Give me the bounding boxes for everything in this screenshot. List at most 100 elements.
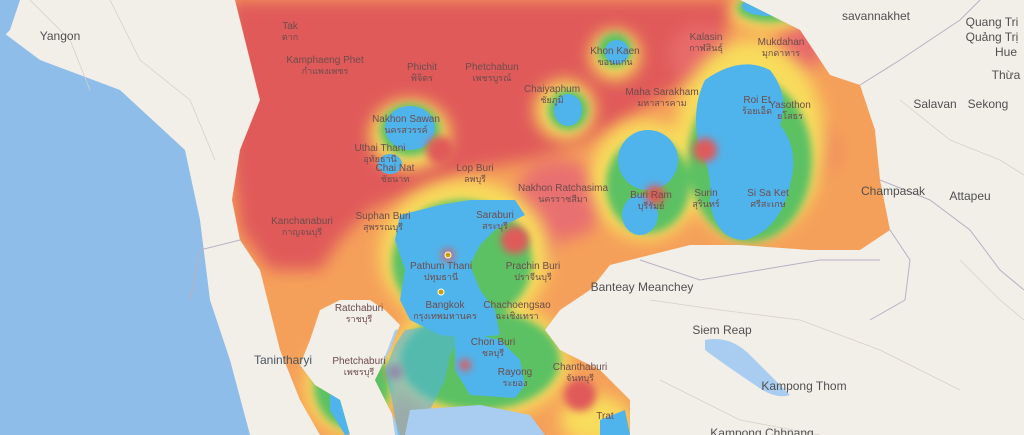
province-label: Buri Ram บุรีรัมย์ [630,190,672,211]
province-thai-name: กำแพงเพชร [301,65,349,76]
province-name: Nakhon Ratchasima [517,183,609,194]
province-name: Mukdahan [757,37,805,48]
province-label: Nakhon Ratchasima นครราชสีมา [517,183,609,204]
place-label: Tanintharyi [253,353,313,367]
province-label: Kalasin กาฬสินธุ์ [689,32,723,53]
andaman-sea [0,30,250,435]
province-thai-name: ร้อยเอ็ด [742,105,772,116]
province-name: Ratchaburi [334,303,384,314]
province-thai-name: กรุงเทพมหานคร [413,310,477,321]
province-name: Phichit [406,62,438,73]
country-borders [189,0,1024,321]
province-name: Phetchaburi [332,356,386,367]
place-label: Siem Reap [692,323,752,337]
sea-corner [0,0,20,40]
province-label: Yasothon ยโสธร [769,100,811,121]
province-name: Chachoengsao [483,300,551,311]
province-name: Si Sa Ket [747,188,789,199]
province-label: Phetchaburi เพชรบุรี [332,356,386,377]
province-label: Uthai Thani อุทัยธานี [354,143,406,164]
place-label: Thừa [991,68,1021,82]
province-name: Phetchabun [465,62,519,73]
province-thai-name: สระบุรี [482,220,508,231]
place-label: Kampong Thom [761,379,847,393]
province-label: Bangkok กรุงเทพมหานคร [413,300,477,321]
province-name: Saraburi [476,210,514,221]
province-label: Tak ตาก [281,21,299,42]
province-thai-name: ชัยนาท [380,173,410,184]
province-name: Lop Buri [456,163,494,174]
province-name: Chon Buri [470,337,516,348]
province-label: Phichit พิจิตร [406,62,438,83]
province-thai-name: ตาก [281,31,299,42]
province-thai-name: ปทุมธานี [423,271,459,282]
province-thai-name: ยโสธร [777,110,803,121]
place-label: Salavan [913,97,957,111]
province-thai-name: เพชรบูรณ์ [472,72,512,83]
province-name: Chaiyaphum [523,84,581,95]
province-name: Rayong [497,367,533,378]
place-label: Quảng Trị [965,30,1019,44]
province-label: Suphan Buri สุพรรณบุรี [355,211,410,232]
province-thai-name: นครสวรรค์ [384,124,428,135]
province-name: Yasothon [769,100,811,111]
province-thai-name: ชัยภูมิ [540,94,564,105]
city-marker-icon [437,288,445,296]
province-thai-name: ขอนแก่น [597,56,633,67]
province-thai-name: มุกดาหาร [761,47,801,58]
province-thai-name: เพชรบุรี [343,366,375,377]
province-thai-name: มหาสารคาม [637,97,687,108]
province-thai-name: นครราชสีมา [538,193,588,204]
province-thai-name: ศรีสะเกษ [750,198,786,209]
province-name: Uthai Thani [354,143,406,154]
place-label: Quang Tri [965,15,1019,29]
province-thai-name: พิจิตร [411,72,433,83]
province-label: Kanchanaburi กาญจนบุรี [271,216,333,237]
city-marker-icon [444,251,452,259]
province-label: Surin สุรินทร์ [692,188,719,209]
roads [29,0,1024,435]
province-name: Surin [694,188,718,199]
province-label: Roi Et ร้อยเอ็ด [742,95,772,116]
place-label: Champasak [860,184,926,198]
province-thai-name: ระยอง [502,377,528,388]
province-label: Prachin Buri ปราจีนบุรี [505,261,561,282]
province-name: Bangkok [425,300,465,311]
province-thai-name: บุรีรัมย์ [637,200,665,211]
province-label: Chanthaburi จันทบุรี [552,362,608,383]
province-name: Kalasin [689,32,723,43]
province-name: Nakhon Sawan [372,114,440,125]
gulf-south [405,405,545,435]
province-thai-name: ลพบุรี [464,173,486,184]
province-label: Maha Sarakham มหาสารคาม [625,87,698,108]
province-name: Chanthaburi [552,362,608,373]
province-thai-name: ชลบุรี [481,347,505,358]
gulf-inner [385,325,460,435]
province-name: Prachin Buri [505,261,561,272]
province-label: Chaiyaphum ชัยภูมิ [523,84,581,105]
province-label: Chachoengsao ฉะเชิงเทรา [483,300,551,321]
province-thai-name: สุพรรณบุรี [362,221,403,232]
province-thai-name: ปราจีนบุรี [514,271,552,282]
province-label: Chai Nat ชัยนาท [376,163,415,184]
province-thai-name: ฉะเชิงเทรา [495,310,539,321]
province-name: Tak [282,21,298,32]
province-name: Khon Kaen [590,46,640,57]
province-label: Mukdahan มุกดาหาร [757,37,805,58]
province-label: Si Sa Ket ศรีสะเกษ [747,188,789,209]
province-label: Khon Kaen ขอนแก่น [590,46,640,67]
place-label: Sekong [967,97,1009,111]
province-thai-name: กาฬสินธุ์ [689,42,723,53]
province-label: Ratchaburi ราชบุรี [334,303,384,324]
province-name: Kanchanaburi [271,216,333,227]
province-name: Trat [596,411,614,422]
province-label: Kamphaeng Phet กำแพงเพชร [286,55,363,76]
province-label: Lop Buri ลพบุรี [456,163,494,184]
province-thai-name: อุทัยธานี [363,153,397,164]
place-label: savannakhet [841,9,911,23]
province-label: Chon Buri ชลบุรี [470,337,516,358]
province-thai-name: ราชบุรี [345,313,373,324]
province-label: Trat [596,411,614,423]
